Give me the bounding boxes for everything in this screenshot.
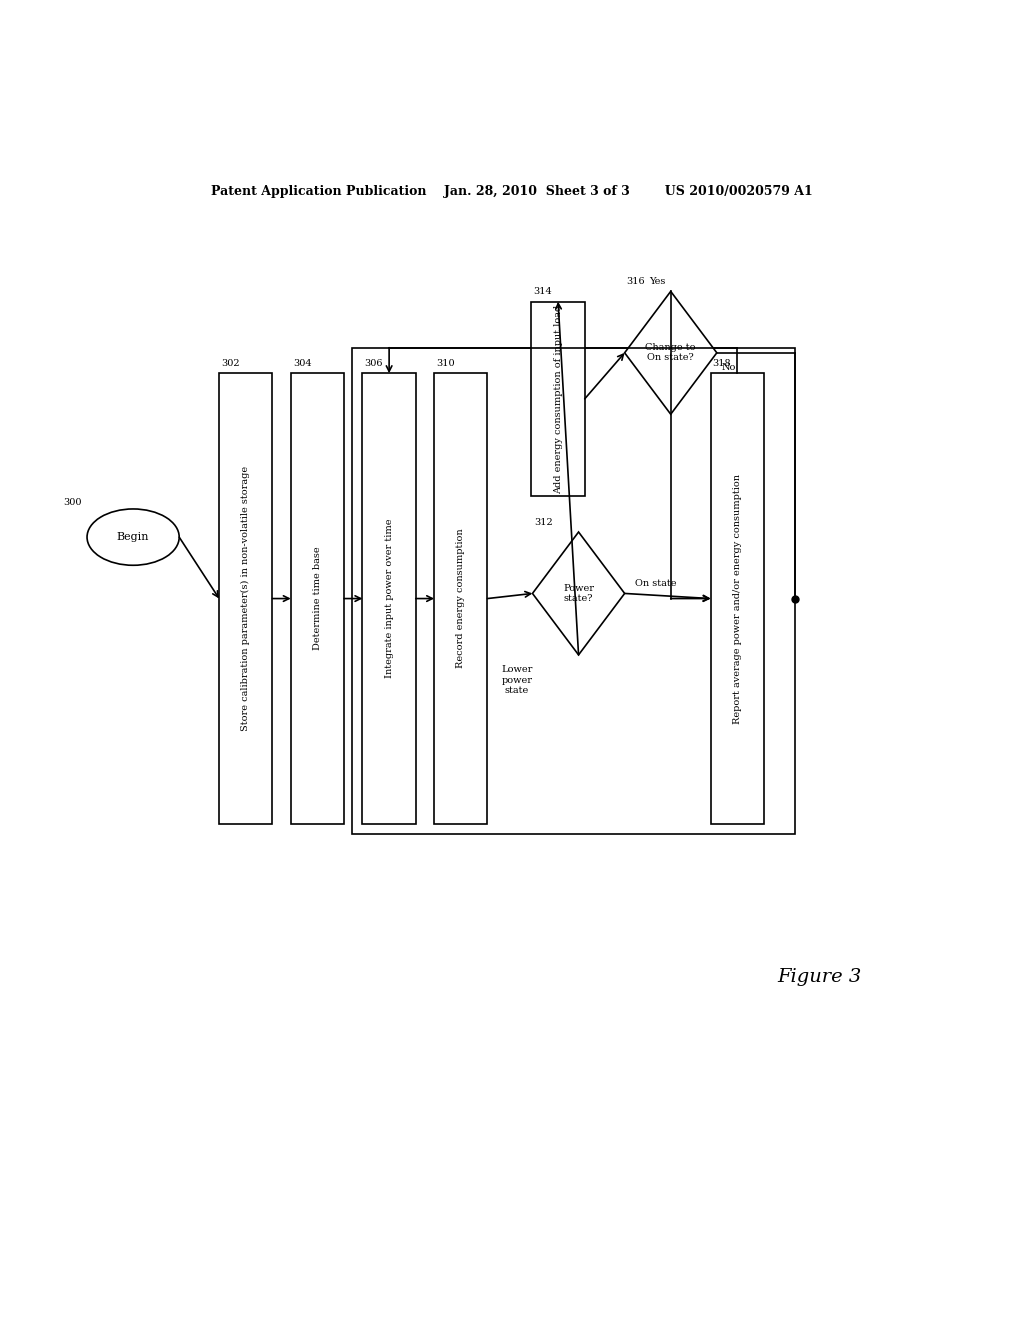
FancyBboxPatch shape <box>711 374 764 824</box>
Text: 302: 302 <box>221 359 240 368</box>
FancyBboxPatch shape <box>362 374 416 824</box>
FancyBboxPatch shape <box>434 374 487 824</box>
FancyBboxPatch shape <box>219 374 272 824</box>
Text: Lower
power
state: Lower power state <box>502 665 532 694</box>
Text: 310: 310 <box>436 359 455 368</box>
Text: Begin: Begin <box>117 532 150 543</box>
Text: 304: 304 <box>293 359 311 368</box>
FancyBboxPatch shape <box>291 374 344 824</box>
Text: Change to
On state?: Change to On state? <box>645 343 696 363</box>
Ellipse shape <box>87 510 179 565</box>
Text: Report average power and/or energy consumption: Report average power and/or energy consu… <box>733 474 741 723</box>
Text: Add energy consumption of input load: Add energy consumption of input load <box>554 304 562 494</box>
Text: 318: 318 <box>713 359 731 368</box>
Text: Figure 3: Figure 3 <box>777 969 861 986</box>
Text: 306: 306 <box>365 359 383 368</box>
Text: Store calibration parameter(s) in non-volatile storage: Store calibration parameter(s) in non-vo… <box>242 466 250 731</box>
Text: 312: 312 <box>535 517 553 527</box>
Text: 316: 316 <box>627 277 645 286</box>
Text: Patent Application Publication    Jan. 28, 2010  Sheet 3 of 3        US 2010/002: Patent Application Publication Jan. 28, … <box>211 185 813 198</box>
Polygon shape <box>625 292 717 414</box>
Text: No: No <box>722 363 736 372</box>
Text: On state: On state <box>635 579 677 589</box>
Text: 314: 314 <box>534 288 552 297</box>
Polygon shape <box>532 532 625 655</box>
Text: Integrate input power over time: Integrate input power over time <box>385 519 393 678</box>
Text: Determine time base: Determine time base <box>313 546 322 651</box>
FancyBboxPatch shape <box>531 301 585 496</box>
Text: Power
state?: Power state? <box>563 583 594 603</box>
Text: 300: 300 <box>63 498 82 507</box>
Text: Yes: Yes <box>649 277 666 286</box>
Text: Record energy consumption: Record energy consumption <box>457 529 465 668</box>
